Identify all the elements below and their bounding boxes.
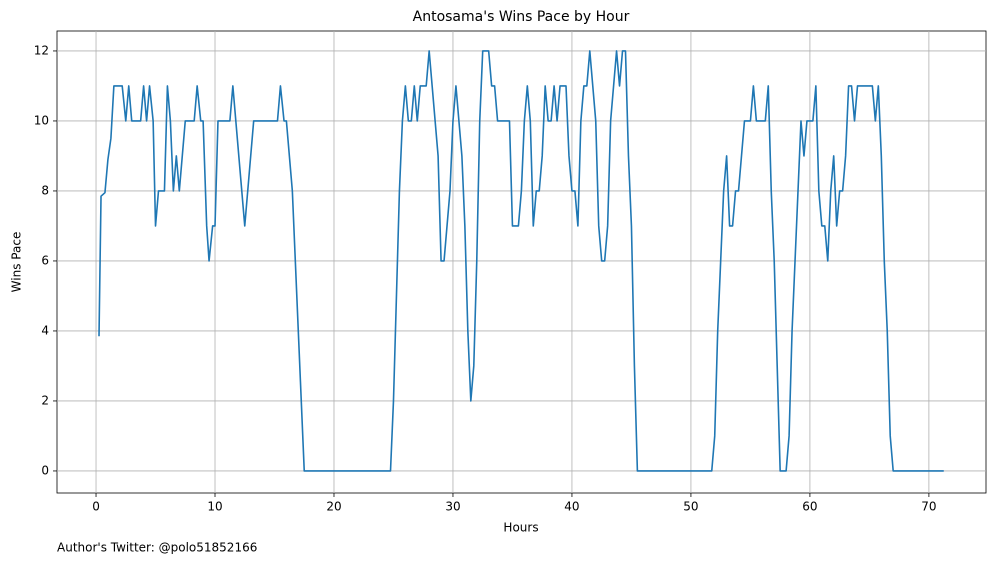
y-tick-label: 10 <box>34 113 49 127</box>
annotation: Author's Twitter: @polo51852166 <box>57 541 257 555</box>
x-tick-label: 20 <box>326 500 341 514</box>
x-tick-label: 0 <box>92 500 100 514</box>
x-tick-label: 30 <box>445 500 460 514</box>
y-tick-label: 0 <box>41 463 49 477</box>
x-tick-label: 70 <box>921 500 936 514</box>
y-tick-label: 2 <box>41 393 49 407</box>
chart-title: Antosama's Wins Pace by Hour <box>413 9 630 25</box>
x-tick-label: 10 <box>207 500 222 514</box>
y-tick-label: 12 <box>34 43 49 57</box>
line <box>98 50 944 472</box>
plot-frame <box>56 30 987 494</box>
x-tick-label: 60 <box>802 500 817 514</box>
y-tick-label: 8 <box>41 183 49 197</box>
x-axis-label: Hours <box>503 521 538 535</box>
x-tick-label: 50 <box>683 500 698 514</box>
x-tick-label: 40 <box>564 500 579 514</box>
y-axis-label: Wins Pace <box>10 232 24 293</box>
y-tick-label: 6 <box>41 253 49 267</box>
y-tick-label: 4 <box>41 323 49 337</box>
